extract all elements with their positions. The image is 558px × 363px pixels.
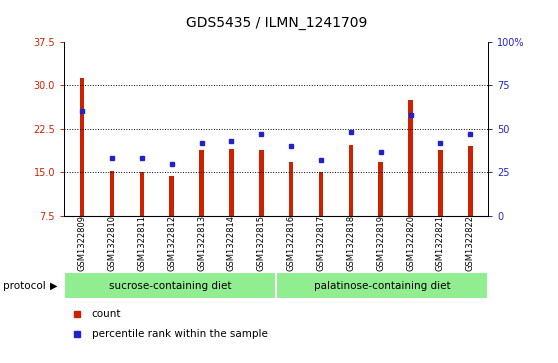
Bar	[64, 272, 276, 299]
Bar	[80, 78, 84, 216]
Text: GSM1322818: GSM1322818	[347, 215, 355, 271]
Text: protocol: protocol	[3, 281, 46, 291]
Bar	[259, 150, 263, 216]
Text: GSM1322819: GSM1322819	[376, 215, 385, 271]
Bar	[319, 172, 323, 216]
Text: GSM1322816: GSM1322816	[287, 215, 296, 271]
Text: GSM1322812: GSM1322812	[167, 215, 176, 271]
Bar	[289, 162, 294, 216]
Text: GSM1322814: GSM1322814	[227, 215, 236, 271]
Bar	[199, 150, 204, 216]
Text: count: count	[92, 309, 121, 319]
Bar	[378, 162, 383, 216]
Bar	[468, 146, 473, 216]
Text: GSM1322817: GSM1322817	[316, 215, 325, 271]
Text: GSM1322810: GSM1322810	[108, 215, 117, 271]
Bar	[170, 176, 174, 216]
Text: GSM1322813: GSM1322813	[197, 215, 206, 271]
Text: GDS5435 / ILMN_1241709: GDS5435 / ILMN_1241709	[185, 16, 367, 30]
Bar	[276, 272, 488, 299]
Text: GSM1322815: GSM1322815	[257, 215, 266, 271]
Bar	[140, 172, 144, 216]
Text: GSM1322821: GSM1322821	[436, 215, 445, 271]
Text: sucrose-containing diet: sucrose-containing diet	[109, 281, 232, 291]
Bar	[408, 100, 413, 216]
Text: percentile rank within the sample: percentile rank within the sample	[92, 329, 268, 339]
Bar	[110, 171, 114, 216]
Bar	[349, 144, 353, 216]
Text: GSM1322809: GSM1322809	[78, 215, 86, 271]
Text: GSM1322820: GSM1322820	[406, 215, 415, 271]
Bar	[438, 150, 442, 216]
Bar	[229, 148, 234, 216]
Text: GSM1322822: GSM1322822	[466, 215, 475, 271]
Text: GSM1322811: GSM1322811	[137, 215, 146, 271]
Text: palatinose-containing diet: palatinose-containing diet	[314, 281, 450, 291]
Text: ▶: ▶	[50, 281, 57, 291]
